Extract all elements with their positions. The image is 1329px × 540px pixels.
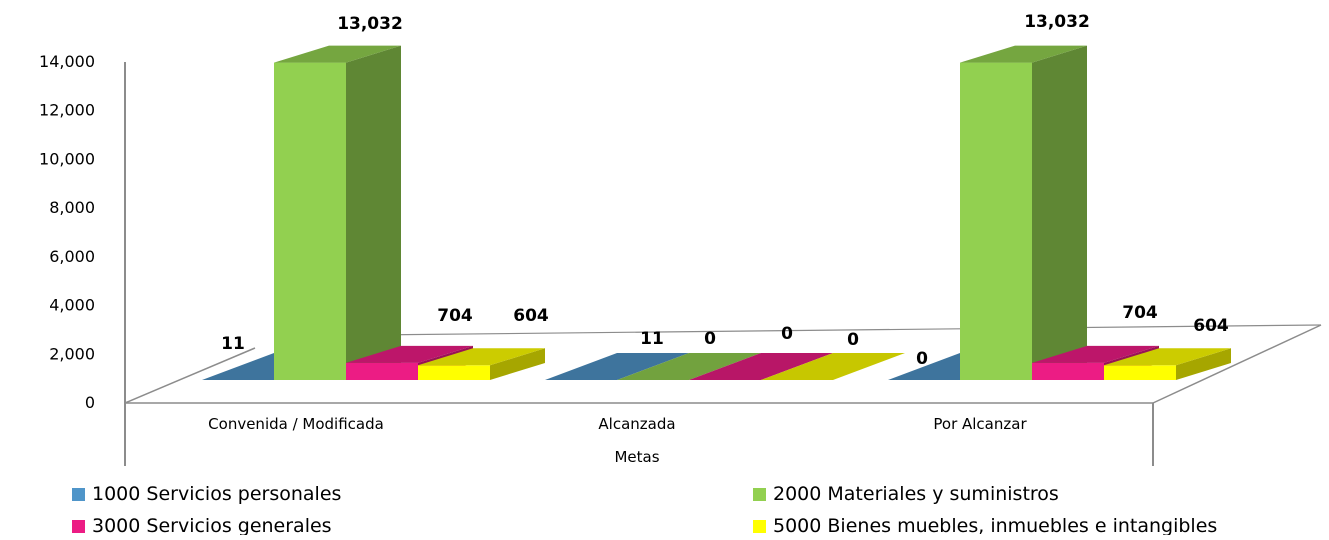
data-label: 0 — [847, 330, 859, 350]
x-axis-title: Metas — [614, 448, 659, 466]
bar-top — [274, 45, 401, 63]
y-tick-label: 10,000 — [39, 149, 95, 168]
legend-swatch — [753, 488, 766, 501]
legend-swatch — [753, 520, 766, 533]
data-label: 604 — [513, 306, 549, 326]
labels-layer: 11 13,032 704 604 11 0 0 0 0 13,032 704 604 — [221, 12, 1229, 369]
data-label: 11 — [221, 334, 245, 354]
legend-label: 5000 Bienes muebles, inmuebles e intangi… — [773, 515, 1217, 535]
legend-layer: 1000 Servicios personales 2000 Materiales… — [72, 483, 1217, 537]
bar-flat — [545, 353, 689, 380]
bar-side — [490, 348, 545, 380]
y-tick-label: 4,000 — [49, 296, 95, 315]
legend-swatch — [72, 488, 85, 501]
legend-label: 3000 Servicios generales — [92, 515, 332, 535]
data-label: 0 — [704, 329, 716, 349]
bar-top — [418, 348, 545, 366]
legend-label: 1000 Servicios personales — [92, 483, 341, 505]
legend-swatch — [72, 520, 85, 533]
legend-label: 2000 Materiales y suministros — [773, 483, 1059, 505]
data-label: 0 — [781, 324, 793, 344]
data-label: 13,032 — [1024, 12, 1090, 32]
y-tick-label: 14,000 — [39, 52, 95, 71]
y-tick-label: 12,000 — [39, 101, 95, 120]
bar-top — [1104, 348, 1231, 366]
data-label: 704 — [1122, 303, 1158, 323]
data-label: 604 — [1193, 316, 1229, 336]
bar-side — [1032, 45, 1087, 381]
bar-front — [274, 62, 346, 381]
bar-flat — [689, 353, 833, 380]
floor-right-edge — [1152, 324, 1322, 404]
y-tick-label: 0 — [85, 393, 95, 412]
data-label: 11 — [640, 329, 664, 349]
bar-front — [346, 362, 418, 380]
bar-top — [960, 45, 1087, 63]
y-tick-label: 8,000 — [49, 198, 95, 217]
bar-side — [1176, 348, 1231, 380]
bar-flat — [761, 353, 905, 380]
bars-layer — [202, 45, 1231, 381]
y-tick-label: 2,000 — [49, 344, 95, 363]
bar-front — [418, 365, 490, 380]
floor-left-edge — [124, 347, 256, 404]
bar-flat — [617, 353, 761, 380]
bar-top — [346, 345, 473, 363]
category-label: Convenida / Modificada — [208, 415, 384, 433]
y-tick-label: 6,000 — [49, 247, 95, 266]
bar-side — [346, 45, 401, 381]
floor-back-edge — [274, 324, 1322, 337]
bar-front — [1104, 365, 1176, 380]
data-label: 13,032 — [337, 14, 403, 34]
category-label: Por Alcanzar — [933, 415, 1027, 433]
category-label: Alcanzada — [598, 415, 675, 433]
axes-layer: 0 2,000 4,000 6,000 8,000 10,000 12,000 14,000 C… — [39, 52, 1322, 466]
data-label: 704 — [437, 306, 473, 326]
bar-top — [1032, 345, 1159, 363]
bar-front — [960, 62, 1032, 381]
bar-front — [1032, 362, 1104, 380]
data-label: 0 — [916, 349, 928, 369]
